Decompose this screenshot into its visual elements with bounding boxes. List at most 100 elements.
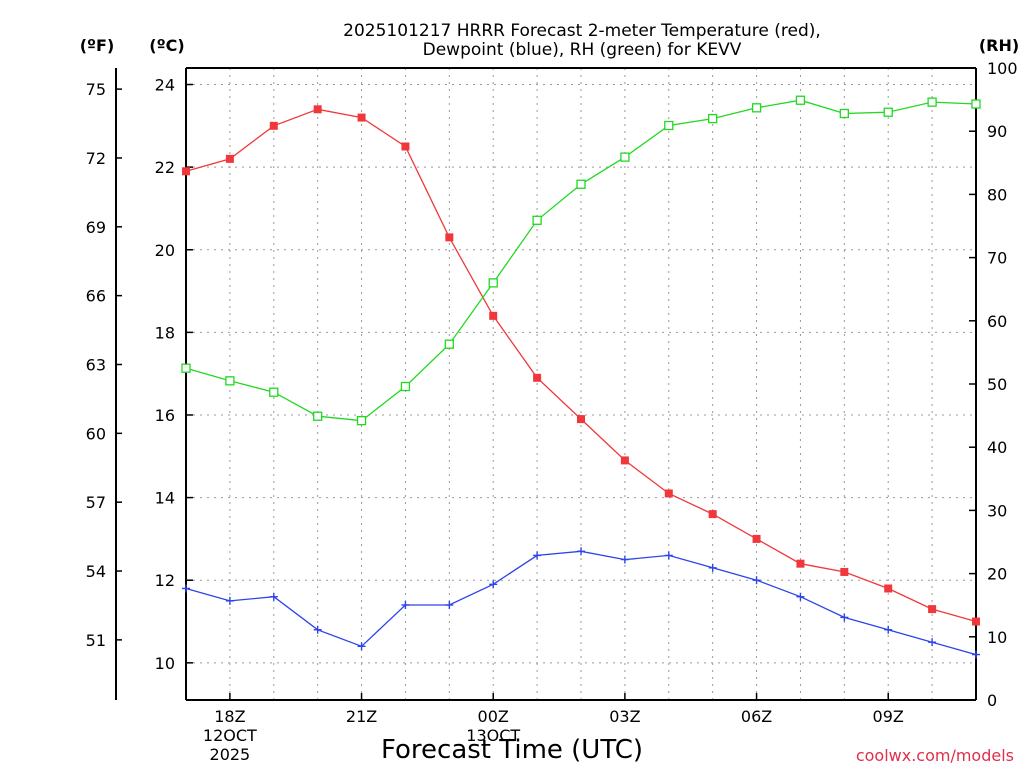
credit-text: coolwx.com/models: [856, 746, 1014, 765]
dewpoint-point: [664, 551, 673, 560]
dewpoint-point: [972, 650, 980, 659]
chart-title-line2: Dewpoint (blue), RH (green) for KEVV: [423, 40, 742, 60]
dewpoint-point: [357, 642, 366, 651]
dewpoint-point: [489, 580, 498, 589]
x-tick-label: 21Z: [346, 707, 377, 726]
rh-point: [664, 120, 674, 131]
fahrenheit-tick-label: 54: [86, 562, 106, 581]
fahrenheit-tick-label: 72: [86, 149, 106, 168]
grid-lines: [186, 68, 976, 700]
temperature-point: [533, 373, 542, 382]
dewpoint-point: [445, 600, 454, 609]
x-axis-label: Forecast Time (UTC): [381, 735, 643, 765]
rh-point: [356, 416, 367, 426]
fahrenheit-tick-label: 60: [86, 424, 106, 443]
rh-point: [400, 381, 411, 392]
chart-title-line1: 2025101217 HRRR Forecast 2-meter Tempera…: [343, 21, 821, 41]
rh-tick-label: 70: [987, 249, 1007, 268]
temperature-point: [620, 456, 629, 465]
temperature-point: [577, 415, 585, 424]
x-tick-label: 06Z: [741, 707, 772, 726]
rh-point: [839, 108, 849, 119]
temperature-point: [313, 105, 322, 114]
temperature-point: [664, 489, 673, 498]
rh-tick-label: 80: [987, 185, 1007, 204]
dewpoint-point: [313, 625, 322, 634]
dewpoint-point: [796, 592, 805, 601]
temperature-point: [489, 311, 498, 320]
rh-point: [971, 99, 981, 109]
rh-tick-label: 90: [987, 122, 1007, 141]
rh-point: [444, 339, 454, 349]
dewpoint-point: [401, 600, 410, 609]
x-tick-label: 03Z: [609, 707, 640, 726]
dewpoint-point: [752, 576, 761, 585]
celsius-unit-label: (ºC): [149, 36, 184, 55]
celsius-tick-label: 24: [155, 76, 175, 95]
rh-unit-label: (RH): [979, 36, 1019, 55]
x-tick-label: 18Z: [214, 707, 245, 726]
rh-point: [708, 113, 718, 124]
fahrenheit-tick-label: 75: [86, 80, 106, 99]
rh-tick-label: 100: [987, 59, 1018, 78]
fahrenheit-unit-label: (ºF): [80, 36, 115, 55]
temperature-point: [708, 510, 717, 519]
x-tick-date: 12OCT: [203, 726, 257, 745]
dewpoint-point: [533, 551, 542, 560]
dewpoint-point: [840, 613, 849, 622]
celsius-tick-label: 16: [155, 406, 175, 425]
fahrenheit-tick-label: 57: [86, 493, 106, 512]
celsius-tick-label: 12: [155, 571, 175, 590]
temperature-point: [796, 559, 805, 568]
dewpoint-point: [225, 596, 234, 605]
rh-point: [927, 97, 937, 107]
temperature-point: [752, 534, 761, 543]
fahrenheit-tick-label: 51: [86, 631, 106, 650]
rh-point: [751, 103, 762, 113]
celsius-tick-label: 22: [155, 158, 175, 177]
temperature-point: [445, 233, 454, 242]
celsius-tick-label: 14: [155, 489, 175, 508]
temperature-point: [269, 121, 278, 130]
x-tick-date: 13OCT: [466, 726, 520, 745]
x-tick-label: 00Z: [478, 707, 509, 726]
rh-tick-label: 40: [987, 438, 1007, 457]
dewpoint-point: [708, 563, 717, 572]
x-tick-label: 09Z: [873, 707, 904, 726]
rh-point: [181, 363, 191, 373]
temperature-point: [225, 154, 234, 163]
fahrenheit-tick-label: 69: [86, 218, 106, 237]
rh-tick-label: 50: [987, 375, 1007, 394]
dewpoint-point: [928, 638, 937, 647]
rh-tick-label: 60: [987, 312, 1007, 331]
rh-point: [576, 179, 586, 189]
temperature-point: [357, 113, 366, 122]
rh-tick-label: 0: [987, 691, 997, 710]
celsius-tick-label: 10: [155, 654, 175, 673]
temperature-point: [972, 617, 980, 626]
temperature-point: [182, 167, 190, 176]
dewpoint-point: [269, 592, 278, 601]
rh-point: [488, 278, 498, 288]
x-tick-year: 2025: [210, 745, 251, 764]
celsius-tick-label: 20: [155, 241, 175, 260]
rh-point: [313, 411, 323, 421]
dewpoint-point: [884, 625, 893, 634]
temperature-point: [840, 567, 849, 576]
rh-tick-label: 20: [987, 565, 1007, 584]
rh-point: [269, 387, 279, 397]
rh-point: [225, 376, 235, 386]
dewpoint-point: [620, 555, 629, 564]
fahrenheit-tick-label: 66: [86, 287, 106, 306]
rh-point: [532, 215, 542, 225]
dewpoint-series: [182, 547, 980, 659]
data-series: [181, 95, 981, 659]
dewpoint-point: [577, 547, 585, 556]
rh-tick-label: 10: [987, 628, 1007, 647]
fahrenheit-tick-label: 63: [86, 355, 106, 374]
celsius-tick-label: 18: [155, 323, 175, 342]
temperature-point: [884, 584, 893, 593]
rh-series: [181, 95, 981, 426]
temperature-point: [401, 142, 410, 151]
